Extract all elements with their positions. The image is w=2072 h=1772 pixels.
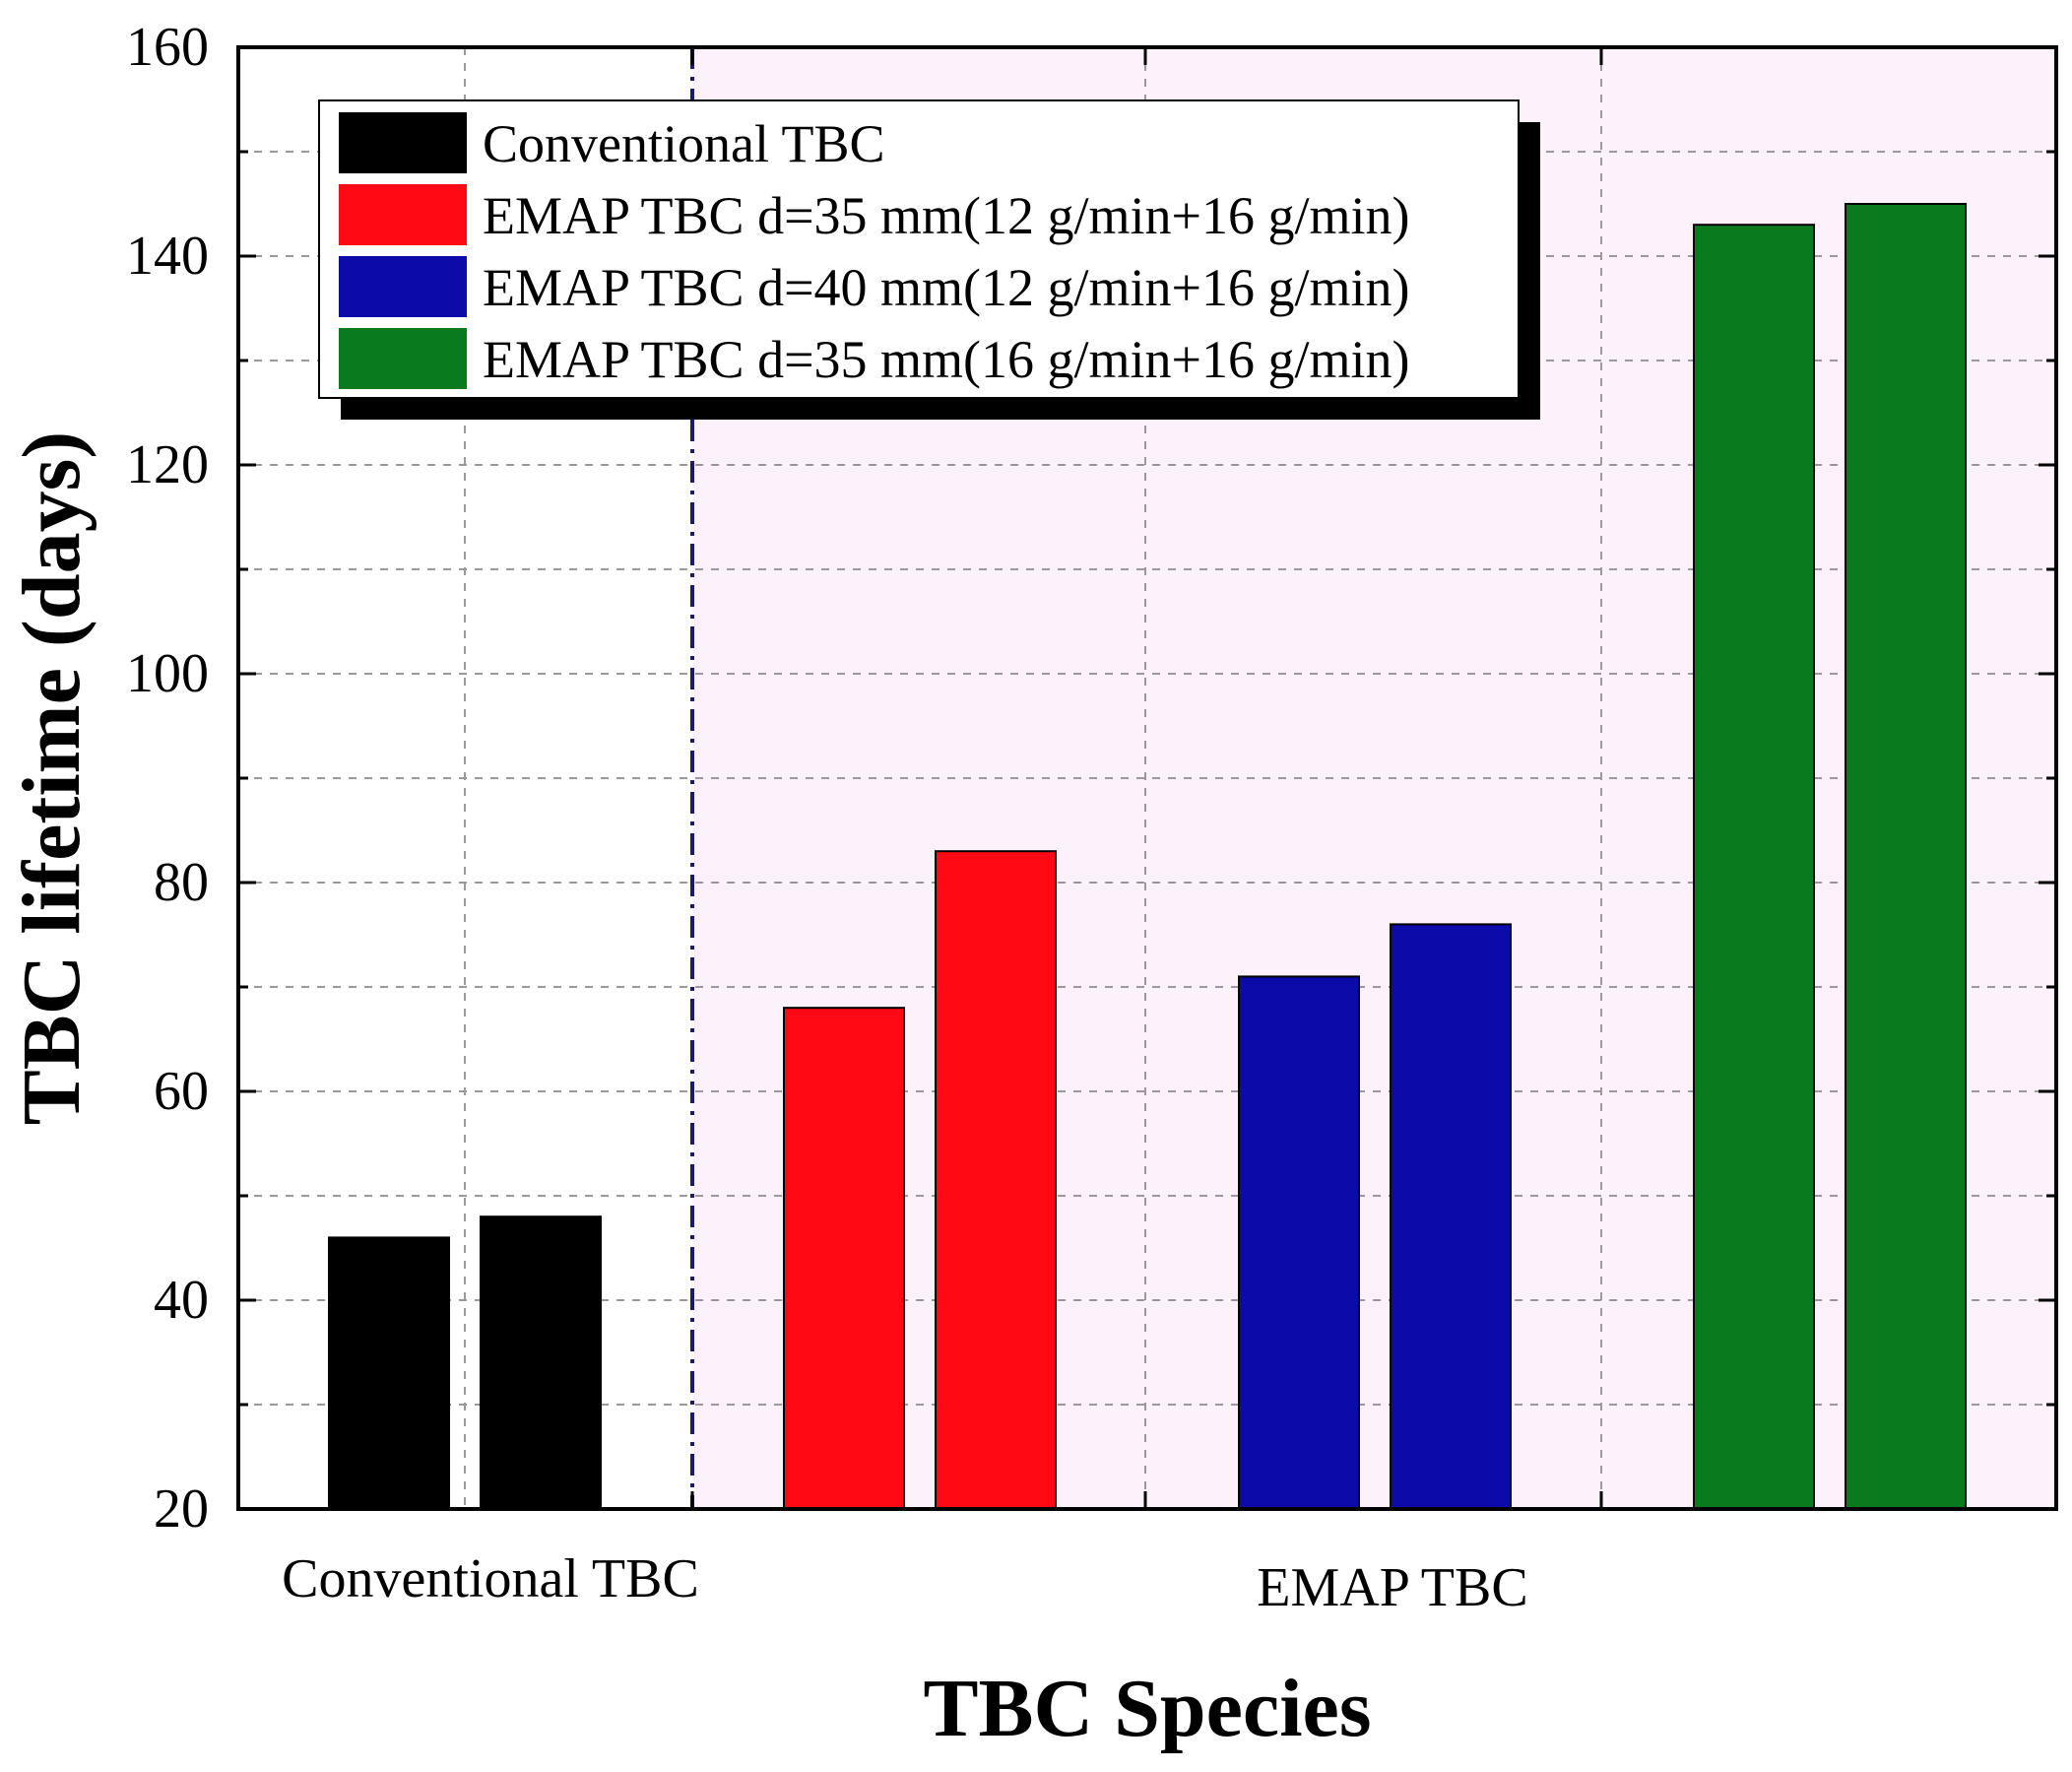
legend-label-emap-d40-12: EMAP TBC d=40 mm(12 g/min+16 g/min) [483,258,1409,317]
y-tick-label: 20 [154,1478,209,1540]
bar-4-1 [1693,224,1815,1511]
x-axis-title: TBC Species [923,1663,1371,1754]
bar-3-2 [1390,923,1512,1510]
legend-label-conventional: Conventional TBC [483,114,885,173]
legend: Conventional TBC EMAP TBC d=35 mm(12 g/m… [318,99,1540,420]
y-tick-label: 140 [126,226,209,287]
y-tick-label: 100 [126,643,209,704]
y-axis-title: TBC lifetime (days) [6,431,97,1126]
y-tick-label: 120 [126,434,209,495]
y-tick-label: 40 [154,1270,209,1331]
legend-swatch-emap-d35-12 [339,184,467,245]
legend-swatch-conventional [339,112,467,173]
legend-swatch-emap-d35-16 [339,328,467,389]
y-tick-label: 80 [154,852,209,913]
x-category-label-emap: EMAP TBC [1257,1557,1527,1618]
bar-4-2 [1845,203,1967,1510]
bars [328,203,1967,1511]
bar-1-1 [328,1236,450,1511]
legend-swatch-emap-d40-12 [339,256,467,317]
y-tick-label: 160 [126,17,209,78]
bar-2-2 [935,850,1057,1510]
y-tick-labels: 20 40 60 80 100 120 140 160 [126,17,209,1540]
y-tick-label: 60 [154,1061,209,1122]
x-category-label-conventional: Conventional TBC [282,1548,699,1609]
legend-label-emap-d35-12: EMAP TBC d=35 mm(12 g/min+16 g/min) [483,186,1409,245]
legend-label-emap-d35-16: EMAP TBC d=35 mm(16 g/min+16 g/min) [483,330,1409,389]
axis-ticks [238,45,2056,1511]
legend-box [318,99,1520,399]
bar-3-1 [1238,975,1360,1510]
bar-2-1 [783,1007,905,1510]
bar-1-2 [480,1215,602,1510]
